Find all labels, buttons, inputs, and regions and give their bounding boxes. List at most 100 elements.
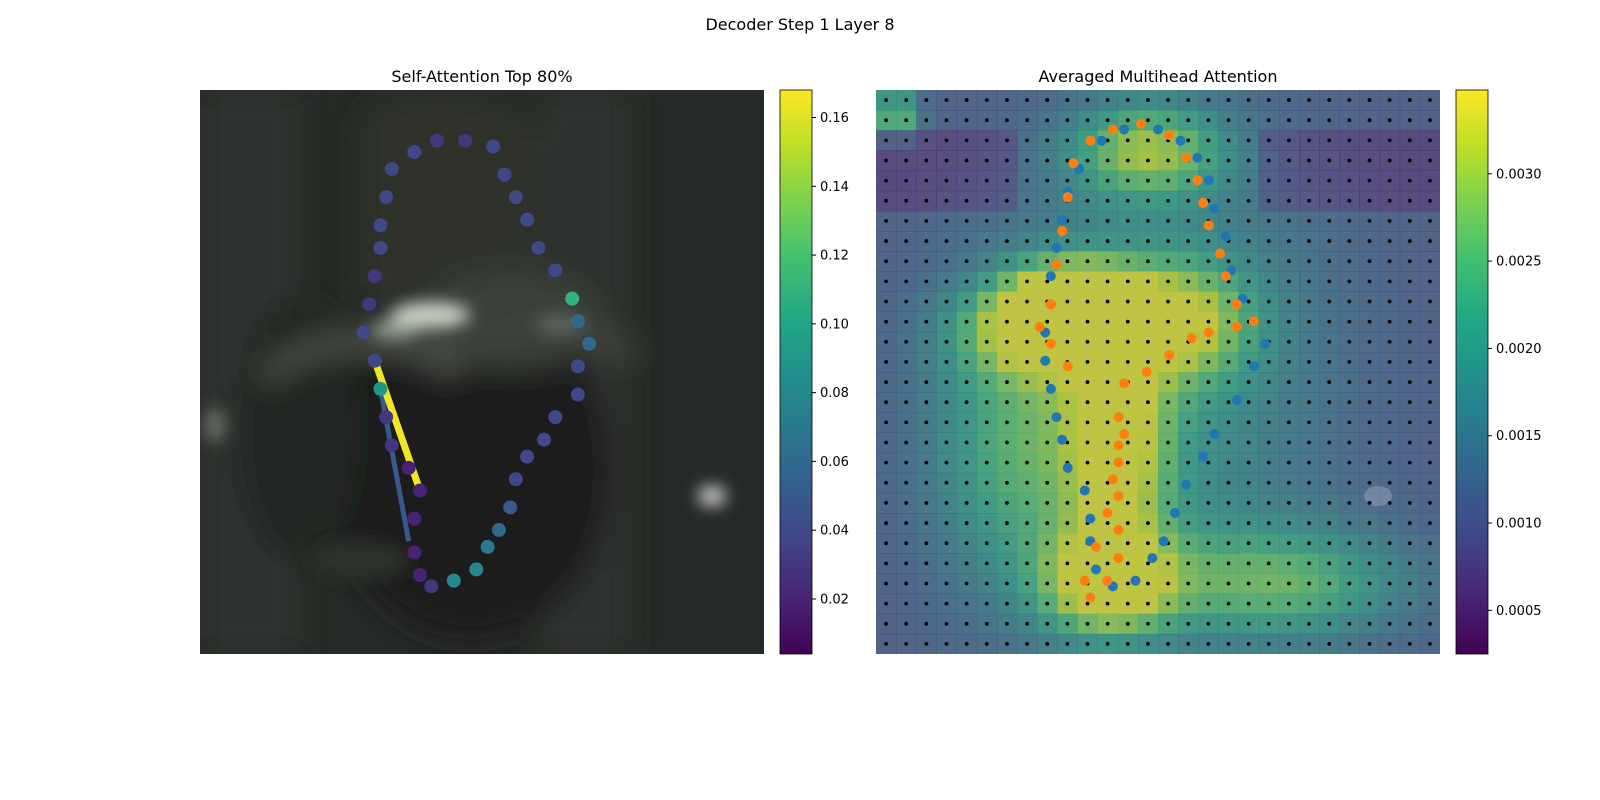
colorbar-tick-label: 0.0010 — [1496, 517, 1542, 532]
grid-point — [1347, 118, 1352, 123]
grid-point — [1266, 279, 1271, 284]
grid-point — [924, 319, 929, 324]
grid-point — [1166, 98, 1170, 102]
grid-point — [924, 440, 929, 445]
grid-point — [1407, 158, 1412, 163]
grid-point — [1347, 642, 1352, 646]
series-point — [1158, 536, 1169, 547]
grid-point — [944, 98, 949, 102]
grid-point — [1065, 420, 1070, 425]
grid-point — [1287, 521, 1291, 525]
grid-point — [1206, 561, 1211, 566]
grid-point — [984, 138, 989, 143]
series-point — [1231, 395, 1242, 406]
grid-point — [1407, 460, 1412, 465]
grid-point — [1206, 400, 1211, 405]
grid-point — [1105, 380, 1110, 384]
grid-point — [1186, 541, 1191, 546]
grid-point — [984, 440, 989, 445]
grid-point — [1146, 501, 1150, 505]
grid-point — [1186, 440, 1191, 445]
grid-point — [1387, 98, 1392, 102]
grid-point — [1307, 460, 1311, 465]
grid-point — [1105, 279, 1110, 284]
grid-point — [1428, 279, 1432, 284]
series-point — [1062, 361, 1073, 372]
grid-point — [1387, 521, 1392, 525]
grid-point — [1065, 178, 1070, 183]
grid-point — [1105, 541, 1110, 546]
grid-point — [1367, 319, 1372, 324]
left-colorbar-gradient — [779, 89, 813, 655]
grid-point — [1387, 400, 1392, 405]
grid-point — [1005, 259, 1009, 264]
grid-point — [884, 440, 888, 445]
grid-point — [1407, 339, 1412, 344]
series-point — [1147, 553, 1158, 564]
grid-point — [1266, 198, 1271, 203]
grid-point — [1085, 621, 1090, 626]
grid-point — [964, 219, 969, 223]
grid-point — [1025, 501, 1029, 505]
grid-point — [1246, 400, 1251, 405]
grid-point — [1347, 259, 1352, 264]
series-point — [1057, 226, 1068, 236]
series-point — [1045, 271, 1056, 282]
grid-point — [1327, 501, 1332, 505]
grid-point — [884, 299, 888, 304]
grid-point — [1367, 601, 1372, 606]
grid-point — [904, 561, 909, 566]
grid-point — [1266, 138, 1271, 143]
grid-point — [1105, 319, 1110, 324]
grid-point — [1327, 480, 1332, 485]
grid-point — [1125, 118, 1130, 123]
grid-point — [964, 400, 969, 405]
grid-point — [1125, 561, 1130, 566]
grid-point — [1367, 360, 1372, 364]
grid-point — [964, 299, 969, 304]
grid-point — [1065, 501, 1070, 505]
grid-point — [1367, 118, 1372, 123]
grid-point — [904, 581, 909, 586]
grid-point — [904, 158, 909, 163]
grid-point — [1105, 259, 1110, 264]
grid-point — [1125, 521, 1130, 525]
grid-point — [1005, 420, 1009, 425]
grid-point — [964, 420, 969, 425]
grid-point — [1206, 440, 1211, 445]
grid-point — [1025, 118, 1029, 123]
grid-point — [1407, 480, 1412, 485]
grid-point — [884, 581, 888, 586]
grid-point — [1347, 400, 1352, 405]
grid-point — [1327, 642, 1332, 646]
grid-point — [1045, 198, 1050, 203]
grid-point — [1226, 420, 1231, 425]
grid-point — [1327, 621, 1332, 626]
decoder-point — [570, 359, 585, 374]
grid-point — [1125, 219, 1130, 223]
grid-point — [1287, 541, 1291, 546]
decoder-point — [373, 381, 388, 396]
grid-point — [1428, 360, 1432, 364]
grid-point — [984, 541, 989, 546]
grid-point — [1166, 360, 1170, 364]
attention-heatmap — [876, 90, 1440, 654]
decoder-point — [379, 190, 394, 205]
grid-point — [1287, 279, 1291, 284]
series-point — [1119, 429, 1130, 440]
grid-point — [1266, 360, 1271, 364]
decoder-point — [412, 568, 427, 583]
grid-point — [1347, 480, 1352, 485]
grid-point — [1347, 279, 1352, 284]
grid-point — [1025, 360, 1029, 364]
grid-point — [1025, 219, 1029, 223]
grid-point — [1327, 158, 1332, 163]
grid-point — [1287, 178, 1291, 183]
grid-point — [964, 198, 969, 203]
grid-point — [1428, 380, 1432, 384]
series-point — [1051, 242, 1062, 253]
grid-point — [1166, 380, 1170, 384]
grid-point — [924, 98, 929, 102]
grid-point — [1246, 118, 1251, 123]
grid-point — [944, 178, 949, 183]
